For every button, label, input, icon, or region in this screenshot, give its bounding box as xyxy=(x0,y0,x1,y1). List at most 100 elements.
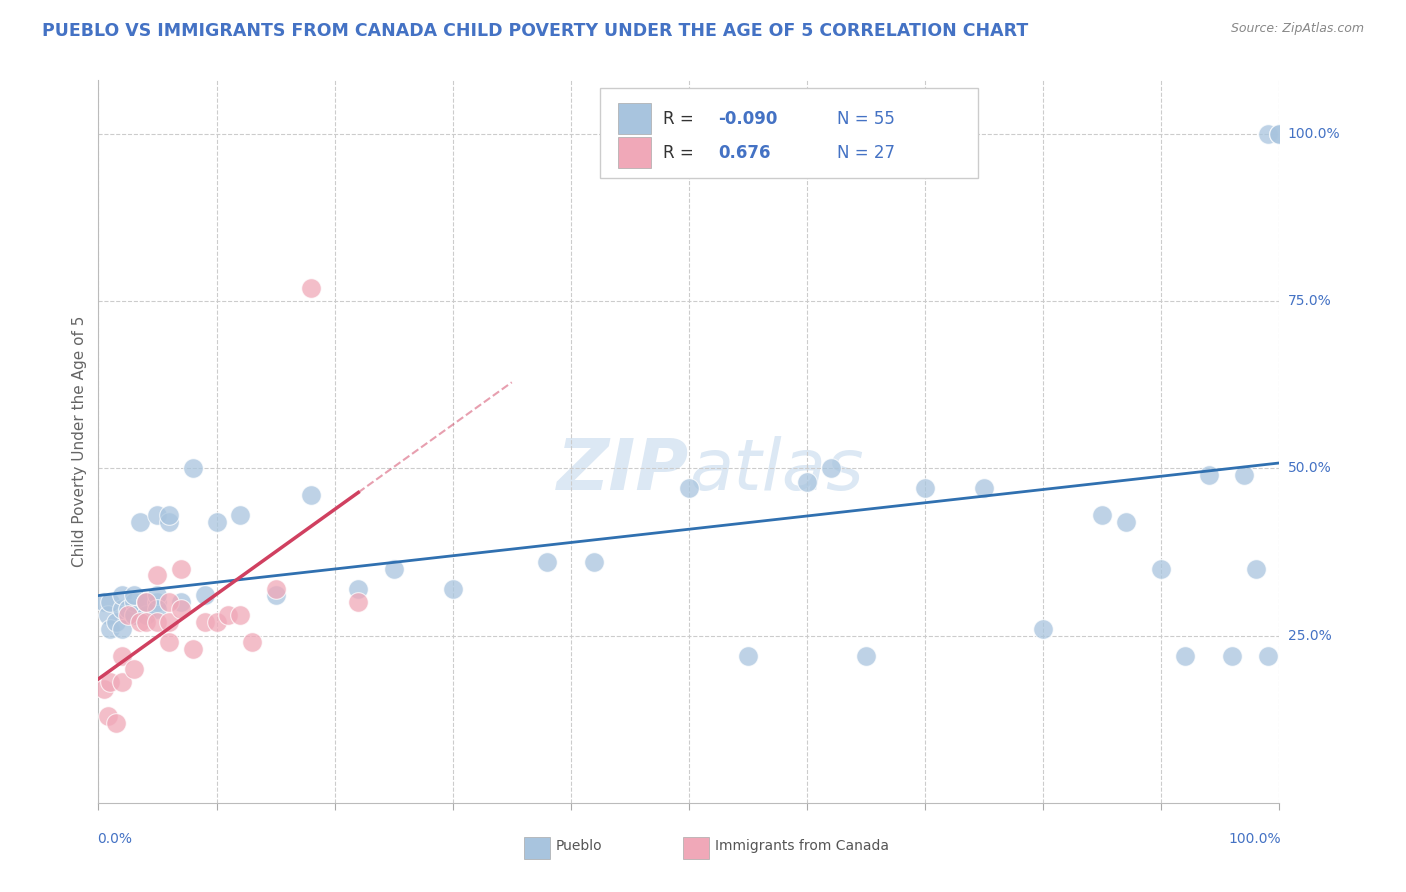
Point xyxy=(146,589,169,603)
Text: Source: ZipAtlas.com: Source: ZipAtlas.com xyxy=(1230,22,1364,36)
Point xyxy=(135,595,157,609)
Point xyxy=(98,595,121,609)
Point xyxy=(1257,648,1279,663)
Point xyxy=(117,602,139,616)
Text: ZIP: ZIP xyxy=(557,436,689,505)
Text: atlas: atlas xyxy=(689,436,863,505)
Point xyxy=(1220,648,1243,663)
Point xyxy=(157,508,180,523)
Text: 50.0%: 50.0% xyxy=(1288,461,1331,475)
FancyBboxPatch shape xyxy=(600,87,979,178)
Point xyxy=(264,582,287,596)
Point xyxy=(98,675,121,690)
Text: 100.0%: 100.0% xyxy=(1288,127,1340,141)
Point xyxy=(1032,622,1054,636)
Point xyxy=(441,582,464,596)
Text: -0.090: -0.090 xyxy=(718,110,778,128)
Text: R =: R = xyxy=(664,110,699,128)
Point xyxy=(194,589,217,603)
Text: R =: R = xyxy=(664,144,699,161)
Text: Pueblo: Pueblo xyxy=(555,839,602,853)
Point xyxy=(181,642,204,657)
Point xyxy=(146,602,169,616)
Text: 25.0%: 25.0% xyxy=(1288,629,1331,642)
Point xyxy=(299,488,322,502)
Point xyxy=(347,595,370,609)
Point xyxy=(1198,467,1220,482)
Point xyxy=(105,715,128,730)
Point xyxy=(97,608,120,623)
Text: 0.0%: 0.0% xyxy=(97,831,132,846)
Point xyxy=(194,615,217,630)
Point xyxy=(128,515,150,529)
Point xyxy=(229,508,252,523)
Text: N = 55: N = 55 xyxy=(837,110,894,128)
Point xyxy=(1091,508,1114,523)
Point xyxy=(205,615,228,630)
Point xyxy=(347,582,370,596)
Point xyxy=(737,648,759,663)
Text: N = 27: N = 27 xyxy=(837,144,894,161)
Text: 100.0%: 100.0% xyxy=(1227,831,1281,846)
Point xyxy=(1150,562,1173,576)
Point xyxy=(583,555,606,569)
Point xyxy=(1115,515,1137,529)
Point xyxy=(93,595,115,609)
Text: 75.0%: 75.0% xyxy=(1288,294,1331,308)
FancyBboxPatch shape xyxy=(619,103,651,134)
Point xyxy=(820,461,842,475)
Point xyxy=(1244,562,1267,576)
Point xyxy=(111,675,134,690)
Point xyxy=(170,595,193,609)
Point xyxy=(111,648,134,663)
Point xyxy=(122,608,145,623)
FancyBboxPatch shape xyxy=(523,838,550,859)
Point xyxy=(135,615,157,630)
FancyBboxPatch shape xyxy=(683,838,709,859)
Point xyxy=(382,562,405,576)
Point xyxy=(146,568,169,582)
Point xyxy=(855,648,877,663)
Point xyxy=(217,608,239,623)
Point xyxy=(135,595,157,609)
Point xyxy=(128,615,150,630)
Text: Immigrants from Canada: Immigrants from Canada xyxy=(714,839,889,853)
FancyBboxPatch shape xyxy=(619,137,651,168)
Point xyxy=(111,589,134,603)
Point xyxy=(105,615,128,630)
Point xyxy=(1174,648,1197,663)
Point xyxy=(205,515,228,529)
Text: PUEBLO VS IMMIGRANTS FROM CANADA CHILD POVERTY UNDER THE AGE OF 5 CORRELATION CH: PUEBLO VS IMMIGRANTS FROM CANADA CHILD P… xyxy=(42,22,1028,40)
Point xyxy=(135,595,157,609)
Point xyxy=(146,508,169,523)
Point xyxy=(157,595,180,609)
Point xyxy=(98,622,121,636)
Point xyxy=(1268,127,1291,141)
Point xyxy=(135,608,157,623)
Point xyxy=(536,555,558,569)
Text: 0.676: 0.676 xyxy=(718,144,770,161)
Point xyxy=(157,635,180,649)
Point xyxy=(170,602,193,616)
Point xyxy=(240,635,263,649)
Point xyxy=(146,615,169,630)
Point xyxy=(117,608,139,623)
Point xyxy=(146,595,169,609)
Point xyxy=(1233,467,1256,482)
Point xyxy=(97,708,120,723)
Point xyxy=(122,608,145,623)
Y-axis label: Child Poverty Under the Age of 5: Child Poverty Under the Age of 5 xyxy=(72,316,87,567)
Point xyxy=(157,515,180,529)
Point xyxy=(914,482,936,496)
Point xyxy=(1257,127,1279,141)
Point xyxy=(229,608,252,623)
Point xyxy=(111,602,134,616)
Point xyxy=(93,681,115,696)
Point xyxy=(157,615,180,630)
Point xyxy=(111,622,134,636)
Point xyxy=(973,482,995,496)
Point xyxy=(122,595,145,609)
Point xyxy=(122,662,145,676)
Point xyxy=(796,475,818,489)
Point xyxy=(299,281,322,295)
